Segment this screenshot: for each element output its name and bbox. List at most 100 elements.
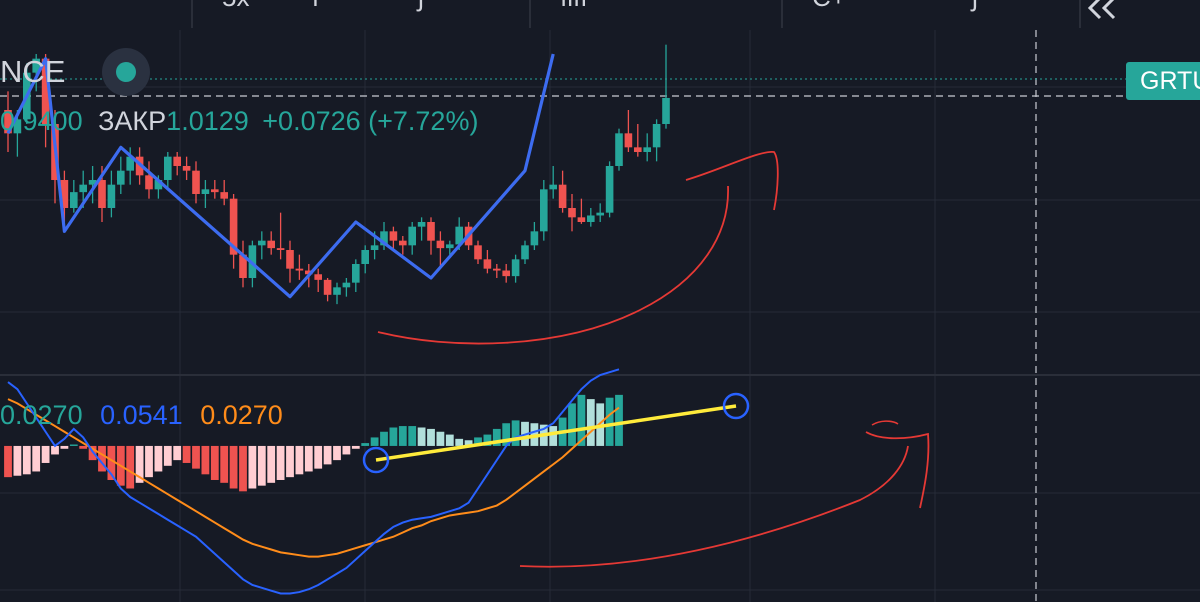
histogram-bar xyxy=(474,437,482,446)
macd-line xyxy=(7,368,620,595)
candle-body xyxy=(511,259,520,277)
red-arrow-price xyxy=(377,185,729,345)
histogram-bar xyxy=(511,420,520,446)
histogram-bar xyxy=(98,445,106,472)
histogram-bar xyxy=(323,445,332,465)
candle-body xyxy=(192,170,200,194)
toolbar-item: ılıı xyxy=(560,0,587,12)
histogram-bar xyxy=(248,445,257,489)
close-label: ЗАКР xyxy=(98,106,167,136)
histogram-bar xyxy=(257,445,266,486)
candle-body xyxy=(380,231,388,246)
candle-body xyxy=(605,166,614,213)
candle-body xyxy=(596,212,604,216)
histogram-bar xyxy=(286,445,294,478)
candle-body xyxy=(286,250,294,269)
toolbar-item: C+ xyxy=(812,0,846,12)
macd-legend: 0.0270 0.0541 0.0270 xyxy=(0,400,283,431)
candle-body xyxy=(408,226,416,246)
user-drawings xyxy=(362,151,930,568)
histogram-bar xyxy=(342,445,351,455)
histogram-bar xyxy=(239,445,247,492)
price-tag-label: GRTU xyxy=(1140,67,1200,95)
histogram-bar xyxy=(455,438,464,446)
histogram-bar xyxy=(333,445,341,461)
histogram-bar xyxy=(13,445,22,476)
toolbar-item: ʃ xyxy=(970,0,980,12)
symbol-fragment: NCE xyxy=(0,54,66,89)
histogram-bar xyxy=(267,445,276,483)
histogram-bar xyxy=(361,443,370,446)
candle-body xyxy=(389,231,398,241)
candle-body xyxy=(455,226,463,245)
histogram-bar xyxy=(79,445,88,449)
histogram-bar xyxy=(417,427,426,446)
histogram-bar xyxy=(408,426,417,446)
candle-body xyxy=(164,156,172,180)
histogram-bar xyxy=(60,445,69,449)
candle-body xyxy=(60,180,69,208)
histogram-bar xyxy=(380,431,388,446)
red-arrow-macd xyxy=(519,445,909,568)
candle-body xyxy=(502,270,510,277)
candle-body xyxy=(643,147,651,152)
histogram-bar xyxy=(173,445,182,461)
histogram-bar xyxy=(464,440,473,446)
price-tag[interactable]: GRTU xyxy=(1126,62,1200,100)
toolbar-item: 5x xyxy=(222,0,249,12)
histogram-bar xyxy=(586,399,595,446)
histogram-bar xyxy=(436,431,445,446)
toolbar-item: f xyxy=(312,0,320,12)
macd-hist-value: 0.0270 xyxy=(0,400,83,430)
histogram-bar xyxy=(32,445,41,472)
histogram-bar xyxy=(41,445,50,463)
histogram-bar xyxy=(135,445,144,483)
divergence-trendline xyxy=(375,404,737,462)
candle-body xyxy=(399,240,407,246)
signal-line xyxy=(7,398,620,558)
histogram-bar xyxy=(615,394,623,446)
histogram-bar xyxy=(502,423,511,446)
candle-body xyxy=(370,245,379,250)
candle-body xyxy=(98,180,106,208)
histogram-bar xyxy=(389,427,398,446)
histogram-bar xyxy=(22,445,31,475)
candle-body xyxy=(229,198,238,255)
histogram-bar xyxy=(192,445,200,469)
histogram-bar xyxy=(51,445,59,455)
histogram-bar xyxy=(549,426,558,446)
candle-body xyxy=(521,245,529,260)
red-arrowhead-price xyxy=(685,151,779,211)
candle-body xyxy=(558,184,567,208)
candle-body xyxy=(323,279,332,295)
candle-body xyxy=(446,244,454,249)
histogram-bar xyxy=(483,434,492,446)
trendline-anchor-end xyxy=(722,392,750,420)
candle-body xyxy=(220,192,228,199)
signal-line-value: 0.0270 xyxy=(200,400,283,430)
candle-body xyxy=(427,222,435,241)
histogram-bar xyxy=(398,426,407,446)
candle-body xyxy=(107,184,116,208)
top-toolbar: 5x f ʃ ılıı C+ ʃ xyxy=(0,0,1200,28)
candle-body xyxy=(154,180,163,190)
histogram-bar xyxy=(568,403,576,446)
candle-body xyxy=(634,147,642,152)
histogram-bar xyxy=(229,445,238,489)
candle-body xyxy=(587,215,595,222)
grid xyxy=(0,30,1200,602)
histogram-bar xyxy=(351,445,360,449)
histogram-bar xyxy=(577,394,586,446)
histogram-bar xyxy=(210,445,219,480)
candle-body xyxy=(652,124,661,148)
red-scribble xyxy=(871,420,899,426)
histogram-bar xyxy=(304,445,313,472)
candle-body xyxy=(352,264,360,283)
candle-body xyxy=(333,287,341,295)
histogram-bar xyxy=(126,445,135,489)
histogram-bar xyxy=(492,428,501,446)
zigzag-polyline xyxy=(6,53,555,299)
candle-body xyxy=(615,133,623,166)
